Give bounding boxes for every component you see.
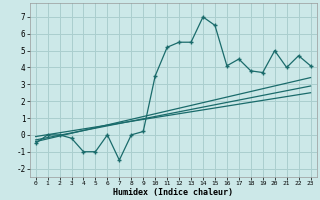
X-axis label: Humidex (Indice chaleur): Humidex (Indice chaleur)	[113, 188, 233, 197]
